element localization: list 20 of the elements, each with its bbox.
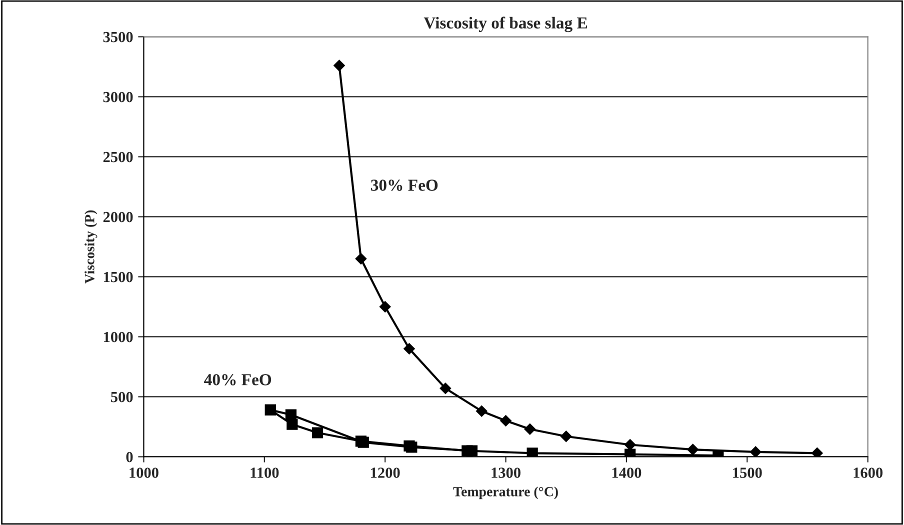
y-tick-label: 1000 xyxy=(104,332,133,342)
x-tick-label: 1100 xyxy=(250,468,279,478)
series-label: 40% FeO xyxy=(204,374,272,386)
x-tick-label: 1500 xyxy=(733,468,762,478)
y-tick-label: 3000 xyxy=(103,92,133,102)
x-tick-label: 1200 xyxy=(371,468,400,478)
y-tick-label: 2000 xyxy=(103,212,133,222)
y-tick-label: 500 xyxy=(111,392,133,402)
series-label: 30% FeO xyxy=(371,180,438,191)
x-tick-label: 1300 xyxy=(492,468,520,478)
x-tick-label: 1600 xyxy=(854,468,883,478)
x-tick-label: 1400 xyxy=(612,468,642,478)
y-tick-label: 0 xyxy=(126,452,133,462)
y-tick-label: 2500 xyxy=(103,152,133,162)
chart-title: Viscosity of base slag E xyxy=(424,16,588,32)
y-tick-label: 3500 xyxy=(103,32,133,42)
y-axis-title: Viscosity (P) xyxy=(84,210,98,284)
x-tick-label: 1000 xyxy=(130,468,158,478)
y-tick-label: 1500 xyxy=(104,272,133,282)
x-axis-title: Temperature (°C) xyxy=(453,486,558,500)
